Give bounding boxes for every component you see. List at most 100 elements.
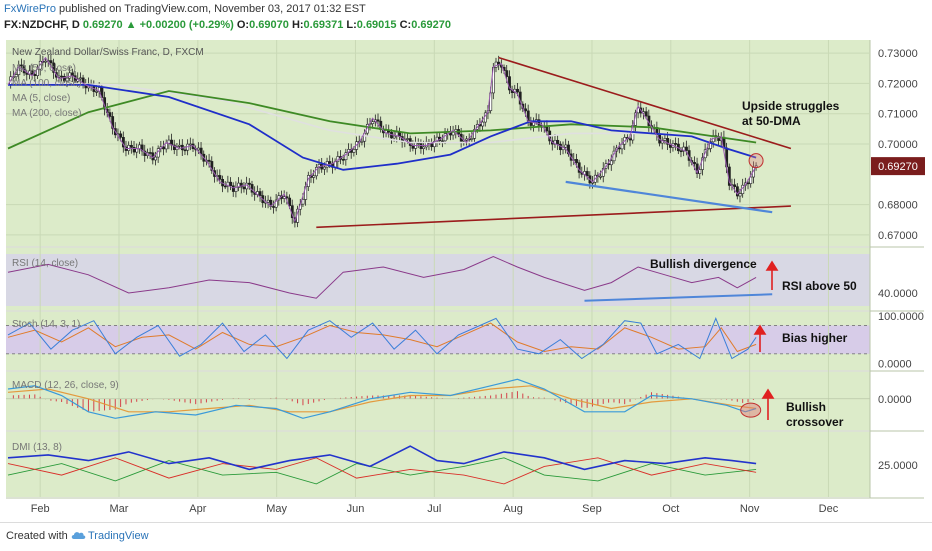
macd-legend[interactable]: MACD (12, 26, close, 9): [12, 380, 119, 391]
ohlc-low-label: L:: [346, 19, 357, 31]
candle-body: [709, 141, 712, 149]
candle-body: [218, 175, 222, 180]
price-tick-5: 0.68000: [878, 200, 918, 212]
macd-tick-0: 0.0000: [878, 394, 912, 406]
candle-body: [189, 143, 192, 146]
candle-body: [312, 175, 316, 178]
x-tick-dec: Dec: [819, 503, 839, 515]
resistance-trendline: [498, 56, 792, 150]
price-change: +0.00200 (+0.29%): [139, 19, 234, 31]
chart-canvas[interactable]: Feb Mar Apr May Jun Jul Aug Sep Oct Nov Dec 0.73000…: [0, 36, 932, 522]
candle-body: [167, 139, 171, 144]
last-price-tag: [871, 157, 925, 176]
ohlc-low-value: 0.69015: [356, 19, 397, 31]
ohlc-close-value: 0.69270: [411, 19, 451, 31]
ma-legend-5[interactable]: MA (5, close): [12, 93, 70, 104]
annotation-upside-line1: Upside struggles: [742, 99, 840, 113]
candle-body: [154, 156, 157, 161]
candle-body: [52, 62, 56, 73]
candle-body: [618, 147, 621, 150]
candle-body: [25, 72, 29, 75]
candle-body: [628, 138, 632, 141]
rsi-legend[interactable]: RSI (14, close): [12, 258, 78, 269]
candle-body: [465, 138, 468, 141]
created-with-text: Created with: [6, 530, 68, 542]
candle-body: [698, 169, 702, 174]
tradingview-cloud-icon[interactable]: [70, 529, 86, 541]
candle-body: [68, 72, 72, 79]
x-tick-feb: Feb: [31, 503, 50, 515]
candle-body: [207, 159, 211, 162]
annotation-crossover-line1: Bullish: [786, 400, 826, 414]
candle-body: [682, 146, 686, 152]
ohlc-high-value: 0.69371: [303, 19, 344, 31]
candle-body: [341, 159, 345, 161]
candle-body: [644, 111, 648, 117]
ma-legend-50[interactable]: MA (50, close): [12, 63, 76, 74]
annotation-crossover-line2: crossover: [786, 415, 844, 429]
candle-body: [494, 61, 498, 68]
candle-body: [237, 182, 241, 188]
candle-body: [79, 77, 82, 80]
candle-body: [666, 138, 670, 145]
candle-body: [545, 126, 549, 132]
candle-body: [575, 159, 578, 164]
candle-body: [63, 76, 66, 82]
symbol-name[interactable]: FX:NZDCHF, D: [4, 19, 80, 31]
ma200-line: [7, 90, 757, 150]
candle-body: [248, 182, 251, 185]
candle-body: [111, 116, 115, 129]
candle-body: [749, 176, 753, 184]
candle-body: [441, 140, 444, 143]
candle-body: [239, 182, 243, 188]
x-tick-aug: Aug: [503, 503, 523, 515]
dmi-minus-line: [7, 457, 757, 485]
x-tick-oct: Oct: [662, 503, 679, 515]
candle-body: [738, 193, 742, 197]
candle-body: [376, 119, 380, 122]
macd-panel[interactable]: [6, 372, 870, 430]
candle-body: [108, 112, 112, 117]
candle-body: [234, 187, 238, 192]
candle-body: [288, 197, 292, 206]
annotation-bullish-divergence: Bullish divergence: [650, 257, 757, 271]
price-layer: [7, 54, 792, 229]
symbol-quote: FX:NZDCHF, D 0.69270 ▲ +0.00200 (+0.29%)…: [4, 19, 451, 31]
candle-body: [130, 145, 133, 148]
ma-legend-200[interactable]: MA (200, close): [12, 108, 81, 119]
annotation-crossover: Bullish crossover: [786, 400, 844, 429]
candle-body: [33, 74, 37, 76]
candle-body: [360, 140, 364, 143]
candle-body: [323, 166, 326, 170]
candle-body: [609, 160, 613, 166]
ohlc-open-value: 0.69070: [249, 19, 289, 31]
price-tick-2: 0.71000: [878, 109, 918, 121]
chart-header: FxWirePro published on TradingView.com, …: [0, 0, 932, 36]
dmi-legend[interactable]: DMI (13, 8): [12, 442, 62, 453]
publisher-name[interactable]: FxWirePro: [4, 3, 56, 15]
candle-body: [127, 145, 131, 151]
rsi-tick-0: 40.0000: [878, 288, 918, 300]
candle-body: [599, 175, 603, 178]
annotation-rsi-above: RSI above 50: [782, 279, 857, 293]
candle-body: [49, 60, 53, 64]
candle-body: [95, 91, 98, 93]
price-tick-0: 0.73000: [878, 48, 918, 60]
x-tick-mar: Mar: [110, 503, 129, 515]
candle-body: [443, 133, 447, 142]
dmi-panel[interactable]: [6, 432, 870, 497]
ma50-line: [8, 84, 757, 171]
tradingview-link[interactable]: TradingView: [88, 530, 149, 542]
candle-body: [693, 162, 696, 165]
x-tick-jun: Jun: [347, 503, 365, 515]
candle-body: [685, 146, 688, 151]
candle-body: [135, 148, 139, 153]
stoch-legend[interactable]: Stoch (14, 3, 1): [12, 319, 80, 330]
candle-body: [556, 139, 560, 145]
candle-body: [162, 146, 166, 150]
candle-body: [524, 108, 527, 112]
dmi-tick-0: 25.0000: [878, 460, 918, 472]
candle-body: [197, 147, 200, 151]
ma-legend-100[interactable]: MA (100, close): [12, 78, 81, 89]
x-tick-nov: Nov: [740, 503, 760, 515]
